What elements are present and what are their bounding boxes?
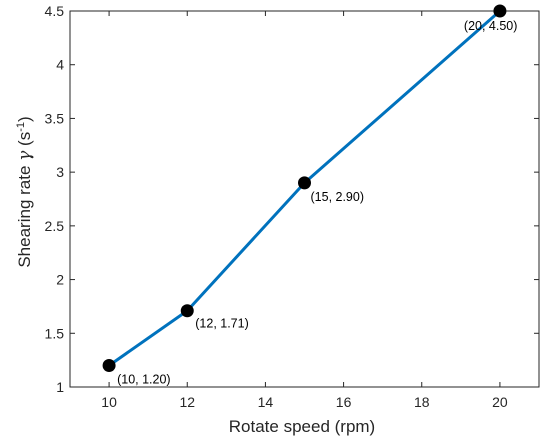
data-point-marker: [298, 176, 311, 190]
data-point-label: (10, 1.20): [117, 373, 171, 387]
y-axis-ticks: 1 1.5 2 2.5 3 3.5 4 4.5: [45, 3, 539, 395]
series-line: [108, 9, 501, 367]
data-point-label: (12, 1.71): [195, 317, 249, 331]
y-axis-title-symbol: γ: [15, 150, 35, 161]
y-axis-title-unit-sup: -1: [15, 122, 27, 132]
x-tick-label: 14: [258, 394, 274, 410]
plot-area-frame: [69, 10, 540, 388]
x-axis-ticks: 10 12 14 16 18 20: [101, 11, 508, 410]
y-tick-label: 1: [56, 379, 64, 395]
y-axis-title: Shearing rate γ (s-1): [15, 116, 35, 267]
y-tick-label: 3.5: [45, 110, 65, 126]
data-point-marker: [180, 304, 194, 318]
y-axis-title-main: Shearing rate: [15, 161, 34, 268]
data-point-marker: [493, 4, 507, 18]
data-point-marker: [102, 359, 116, 373]
data-point-label: (20, 4.50): [464, 19, 518, 33]
y-tick-label: 2.5: [45, 218, 65, 234]
y-tick-label: 1.5: [45, 325, 65, 341]
axes-box: [69, 10, 540, 388]
data-point-labels: (10, 1.20) (12, 1.71) (15, 2.90) (20, 4.50): [117, 19, 517, 387]
x-tick-label: 18: [414, 394, 430, 410]
x-axis-title: Rotate speed (rpm): [229, 417, 375, 436]
x-tick-label: 20: [492, 394, 508, 410]
y-tick-label: 4: [56, 57, 64, 73]
x-tick-label: 16: [336, 394, 352, 410]
y-tick-label: 4.5: [45, 3, 65, 19]
data-markers: [102, 4, 507, 373]
x-tick-label: 10: [101, 394, 117, 410]
data-point-label: (15, 2.90): [311, 190, 365, 204]
y-axis-title-unit-close: ): [15, 116, 34, 122]
series-line-group: [108, 9, 501, 367]
y-tick-label: 2: [56, 272, 64, 288]
y-axis-title-unit-open: (s: [15, 132, 34, 151]
x-tick-label: 12: [179, 394, 195, 410]
y-tick-label: 3: [56, 164, 64, 180]
